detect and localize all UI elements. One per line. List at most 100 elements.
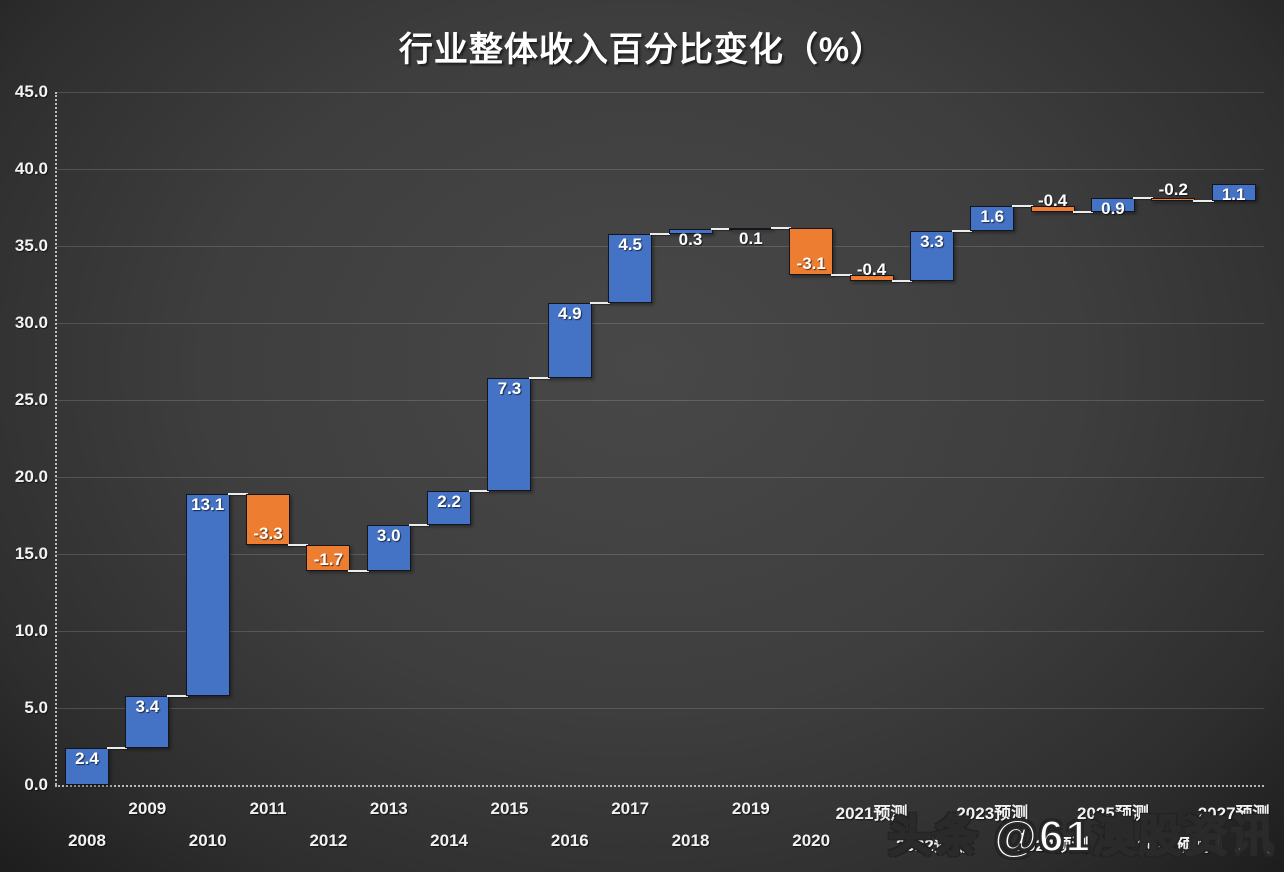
connector-line: [1072, 211, 1093, 214]
increase-bar: [427, 490, 472, 525]
y-axis-tick-label: 40.0: [14, 159, 48, 178]
gridline: [55, 477, 1264, 478]
increase-bar: [125, 695, 170, 749]
x-axis-tick-label: 2024预测: [1016, 836, 1089, 855]
connector-line: [770, 226, 792, 229]
connector-line: [1132, 197, 1154, 200]
bar-value-label: 4.9: [557, 303, 582, 323]
connector-line: [227, 492, 249, 495]
bar-value-label: 2.4: [75, 749, 99, 769]
x-axis-tick-label: 2023预测: [956, 804, 1029, 823]
decrease-bar: [789, 227, 834, 276]
increase-bar: [608, 233, 653, 303]
connector-line: [348, 569, 369, 572]
y-axis-line: [55, 92, 57, 785]
increase-bar: [547, 302, 592, 379]
connector-line: [710, 228, 731, 231]
x-axis-tick-label: 2020: [792, 831, 831, 850]
bar-value-label: 4.5: [618, 234, 642, 254]
connector-line: [1012, 204, 1033, 207]
gridline: [55, 631, 1264, 632]
connector-line: [408, 523, 430, 526]
decrease-bar: [1030, 205, 1075, 213]
gridline: [55, 246, 1264, 247]
x-axis-tick-label: 2008: [68, 831, 106, 850]
x-axis-tick-label: 2026预测: [1137, 836, 1210, 855]
increase-bar: [668, 229, 713, 234]
y-axis-tick-label: 20.0: [14, 467, 48, 486]
x-axis-tick-label: 2025预测: [1077, 804, 1149, 823]
x-axis-tick-label: 2019: [731, 799, 770, 818]
y-axis-tick-label: 15.0: [14, 544, 48, 563]
gridline: [55, 400, 1264, 401]
y-axis-tick-label: 35.0: [14, 236, 48, 255]
increase-bar: [185, 493, 230, 696]
bar-value-label: -3.3: [253, 523, 283, 543]
y-axis-tick-label: 25.0: [14, 390, 48, 409]
connector-line: [831, 274, 852, 277]
bar-value-label: -0.2: [1158, 180, 1188, 200]
increase-bar: [1090, 198, 1135, 213]
x-axis-tick-label: 2011: [249, 799, 287, 818]
chart-title: 行业整体收入百分比变化（%）: [398, 31, 886, 69]
connector-line: [589, 301, 611, 304]
bar-value-label: 0.3: [678, 230, 703, 250]
y-axis-tick-label: 45.0: [14, 82, 48, 101]
x-axis-tick-label: 2015: [490, 799, 529, 818]
y-axis-tick-label: 0.0: [24, 775, 48, 794]
decrease-bar: [849, 275, 894, 282]
bar-value-label: 3.4: [135, 696, 160, 716]
increase-bar: [487, 378, 532, 491]
gridline: [55, 92, 1264, 93]
bar-value-label: 3.3: [920, 231, 944, 251]
increase-bar: [909, 230, 954, 282]
connector-line: [529, 377, 550, 380]
connector-line: [891, 280, 912, 283]
watermark: 头条 @61澳股资讯: [887, 811, 1276, 862]
x-axis-tick-label: 2021预测: [835, 804, 908, 823]
decrease-bar: [306, 544, 351, 571]
x-axis-tick-label: 2016: [550, 831, 589, 850]
x-axis-tick-label: 2014: [430, 831, 468, 850]
gridline: [55, 169, 1264, 170]
increase-bar: [970, 205, 1015, 231]
connector-line: [650, 232, 671, 235]
x-axis-tick-label: 2027预测: [1197, 804, 1270, 823]
bar-value-label: 1.6: [980, 206, 1005, 226]
gridline: [55, 323, 1264, 324]
x-axis-tick-label: 2009: [128, 799, 167, 818]
bar-value-label: -1.7: [313, 549, 344, 569]
bar-value-label: 13.1: [191, 494, 225, 514]
bar-value-label: -0.4: [856, 260, 887, 280]
bar-value-label: 3.0: [376, 525, 401, 545]
x-axis-line: [55, 785, 1264, 787]
x-axis-tick-label: 2012: [309, 831, 348, 850]
bar-value-label: -3.1: [796, 254, 826, 274]
decrease-bar: [246, 493, 291, 545]
increase-bar: [728, 227, 773, 231]
x-axis-tick-label: 2013: [369, 799, 408, 818]
increase-bar: [366, 524, 411, 571]
connector-line: [288, 543, 309, 546]
connector-line: [1193, 200, 1214, 203]
x-axis-tick-label: 2022预测: [895, 836, 968, 855]
bar-value-label: -0.4: [1037, 191, 1068, 211]
y-axis-tick-label: 10.0: [14, 621, 48, 640]
connector-line: [469, 489, 490, 492]
gridline: [55, 708, 1264, 709]
increase-bar: [65, 748, 109, 785]
y-axis-tick-label: 30.0: [14, 313, 48, 332]
bar-value-label: 7.3: [497, 379, 522, 399]
x-axis-tick-label: 2018: [671, 831, 710, 850]
x-axis-tick-label: 2010: [188, 831, 227, 850]
connector-line: [951, 229, 973, 232]
bar-value-label: 2.2: [437, 491, 461, 511]
y-axis-tick-label: 5.0: [24, 698, 48, 717]
bar-value-label: 1.1: [1221, 185, 1246, 205]
x-axis-tick-label: 2017: [611, 799, 650, 818]
bar-value-label: 0.9: [1101, 199, 1125, 219]
decrease-bar: [1151, 198, 1196, 202]
bar-value-label: 0.1: [739, 228, 763, 248]
gridline: [55, 554, 1264, 555]
